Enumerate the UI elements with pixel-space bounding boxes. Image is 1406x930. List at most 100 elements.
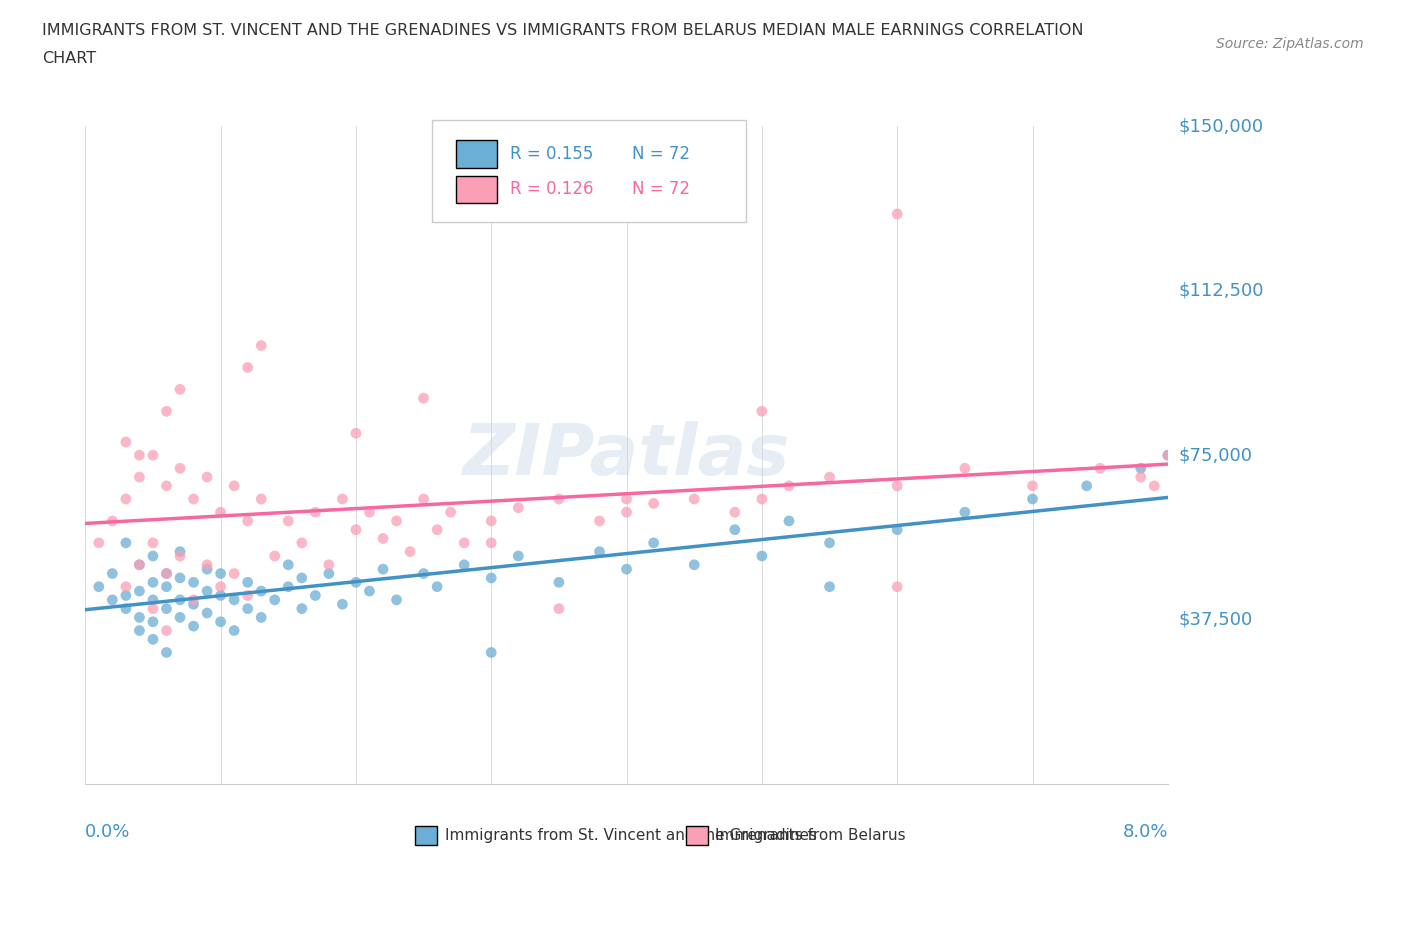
Text: R = 0.126: R = 0.126 — [509, 180, 593, 198]
Point — [332, 597, 354, 612]
Point — [142, 592, 165, 607]
Point — [643, 536, 665, 551]
Point — [385, 513, 408, 528]
Text: Source: ZipAtlas.com: Source: ZipAtlas.com — [1216, 37, 1364, 51]
Point — [87, 579, 110, 594]
Point — [142, 601, 165, 616]
Point — [155, 566, 177, 581]
Point — [115, 536, 138, 551]
Point — [250, 610, 273, 625]
Point — [886, 579, 908, 594]
Point — [479, 570, 502, 585]
Text: 0.0%: 0.0% — [86, 823, 131, 842]
Point — [1129, 461, 1152, 476]
Point — [101, 592, 124, 607]
Point — [818, 536, 841, 551]
Point — [155, 623, 177, 638]
Point — [953, 505, 976, 520]
Point — [479, 513, 502, 528]
Point — [616, 492, 638, 507]
Point — [818, 579, 841, 594]
Point — [548, 601, 571, 616]
Point — [508, 500, 530, 515]
Point — [250, 339, 273, 353]
Point — [169, 549, 191, 564]
Text: ZIPatlas: ZIPatlas — [463, 420, 790, 490]
Point — [115, 601, 138, 616]
Point — [412, 492, 434, 507]
Point — [291, 601, 314, 616]
Point — [886, 206, 908, 221]
Point — [588, 513, 610, 528]
Point — [683, 557, 706, 572]
Point — [359, 584, 381, 599]
Point — [169, 461, 191, 476]
Point — [318, 566, 340, 581]
Point — [548, 492, 571, 507]
Point — [1021, 478, 1043, 493]
Point — [236, 360, 259, 375]
Point — [209, 615, 232, 630]
Point — [344, 426, 367, 441]
Point — [751, 492, 773, 507]
Point — [169, 610, 191, 625]
Point — [440, 505, 463, 520]
Point — [101, 513, 124, 528]
Text: N = 72: N = 72 — [631, 180, 690, 198]
Point — [155, 478, 177, 493]
Point — [426, 523, 449, 538]
Point — [385, 592, 408, 607]
Point — [183, 492, 205, 507]
Text: IMMIGRANTS FROM ST. VINCENT AND THE GRENADINES VS IMMIGRANTS FROM BELARUS MEDIAN: IMMIGRANTS FROM ST. VINCENT AND THE GREN… — [42, 23, 1084, 38]
Text: $75,000: $75,000 — [1180, 446, 1253, 464]
Text: Immigrants from St. Vincent and the Grenadines: Immigrants from St. Vincent and the Gren… — [444, 828, 817, 843]
Point — [183, 592, 205, 607]
Point — [371, 531, 394, 546]
Point — [344, 523, 367, 538]
Point — [291, 536, 314, 551]
Point — [155, 645, 177, 660]
Point — [643, 496, 665, 511]
Text: N = 72: N = 72 — [631, 145, 690, 163]
Point — [508, 549, 530, 564]
Point — [183, 597, 205, 612]
Point — [751, 549, 773, 564]
Text: R = 0.155: R = 0.155 — [509, 145, 593, 163]
Point — [263, 592, 285, 607]
Point — [453, 536, 475, 551]
Point — [195, 557, 218, 572]
Text: $150,000: $150,000 — [1180, 117, 1264, 135]
Point — [169, 544, 191, 559]
Point — [371, 562, 394, 577]
Point — [277, 513, 299, 528]
Point — [399, 544, 422, 559]
Point — [263, 549, 285, 564]
Point — [412, 391, 434, 405]
Point — [332, 492, 354, 507]
Point — [115, 579, 138, 594]
Point — [479, 645, 502, 660]
Point — [250, 584, 273, 599]
Point — [724, 523, 747, 538]
Text: $112,500: $112,500 — [1180, 282, 1264, 299]
Point — [142, 631, 165, 646]
Point — [548, 575, 571, 590]
Point — [195, 562, 218, 577]
Point — [953, 461, 976, 476]
Point — [224, 623, 246, 638]
Point — [224, 478, 246, 493]
Point — [101, 566, 124, 581]
Point — [236, 513, 259, 528]
FancyBboxPatch shape — [456, 176, 496, 204]
Point — [616, 505, 638, 520]
Point — [195, 470, 218, 485]
Point — [778, 513, 800, 528]
Point — [1088, 461, 1111, 476]
Point — [616, 562, 638, 577]
Point — [115, 588, 138, 603]
Point — [751, 404, 773, 418]
Point — [1157, 447, 1180, 462]
Point — [128, 584, 150, 599]
Point — [115, 492, 138, 507]
Point — [1143, 478, 1166, 493]
